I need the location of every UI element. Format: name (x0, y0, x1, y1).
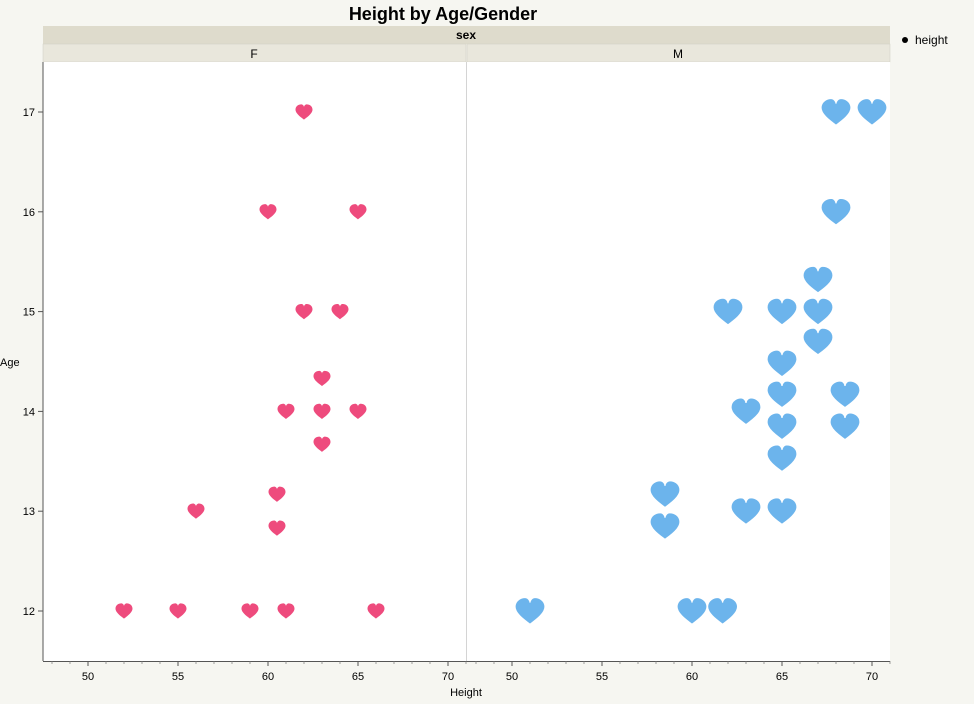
data-point-m (730, 397, 762, 426)
plot-area-f (43, 62, 466, 661)
y-tick-label: 15 (23, 307, 35, 319)
y-tick-label: 16 (23, 207, 35, 219)
data-point-f (187, 503, 205, 519)
data-point-f (295, 104, 313, 120)
x-tick-label: 60 (686, 671, 698, 683)
data-point-f (277, 603, 295, 619)
data-point-m (514, 597, 546, 626)
data-point-f (313, 403, 331, 419)
legend-marker (902, 37, 908, 43)
data-point-m (766, 380, 798, 409)
data-point-m (730, 497, 762, 526)
x-tick-label: 60 (262, 671, 274, 683)
data-point-m (766, 349, 798, 378)
data-point-f (313, 436, 331, 452)
x-tick-label: 65 (352, 671, 364, 683)
y-axis-title: Age (0, 357, 20, 369)
y-tick-label: 17 (23, 107, 35, 119)
data-point-m (829, 380, 861, 409)
x-tick-label: 65 (776, 671, 788, 683)
data-point-m (802, 297, 834, 326)
data-point-m (766, 497, 798, 526)
legend-label: height (915, 33, 948, 47)
group-header-bar (43, 26, 890, 44)
data-point-m (712, 297, 744, 326)
data-point-m (829, 412, 861, 441)
data-point-m (706, 597, 739, 626)
x-tick-label: 70 (442, 671, 454, 683)
group-header-label: sex (456, 28, 476, 42)
data-point-f (313, 370, 331, 387)
x-tick-label: 50 (82, 671, 94, 683)
y-tick-label: 14 (23, 406, 35, 418)
y-tick-label: 12 (23, 606, 35, 618)
data-point-m (820, 98, 852, 127)
data-point-m (766, 297, 798, 326)
data-point-f (259, 204, 277, 220)
x-tick-label: 55 (172, 671, 184, 683)
data-point-m (766, 444, 798, 473)
chart-title: Height by Age/Gender (349, 4, 537, 24)
data-point-f (349, 204, 367, 220)
data-point-m (649, 480, 681, 509)
panel-label-m: M (673, 47, 683, 61)
plot-area-m (467, 62, 890, 661)
x-tick-label: 70 (866, 671, 878, 683)
data-point-f (268, 520, 286, 536)
data-point-m (802, 327, 834, 356)
x-axis-title: Height (450, 687, 482, 699)
data-point-f (367, 603, 385, 619)
data-point-f (241, 603, 259, 619)
data-point-m (802, 265, 834, 294)
data-point-m (856, 98, 888, 127)
data-point-m (820, 197, 852, 226)
data-point-f (115, 603, 133, 619)
data-point-m (649, 512, 681, 541)
x-tick-label: 50 (506, 671, 518, 683)
data-point-f (169, 603, 187, 619)
data-point-f (349, 403, 367, 419)
data-point-f (331, 303, 349, 320)
data-point-f (295, 303, 313, 320)
data-point-f (268, 486, 286, 502)
y-tick-label: 13 (23, 506, 35, 518)
data-point-m (766, 412, 798, 441)
x-tick-label: 55 (596, 671, 608, 683)
data-point-f (277, 403, 295, 419)
panel-label-f: F (250, 47, 257, 61)
